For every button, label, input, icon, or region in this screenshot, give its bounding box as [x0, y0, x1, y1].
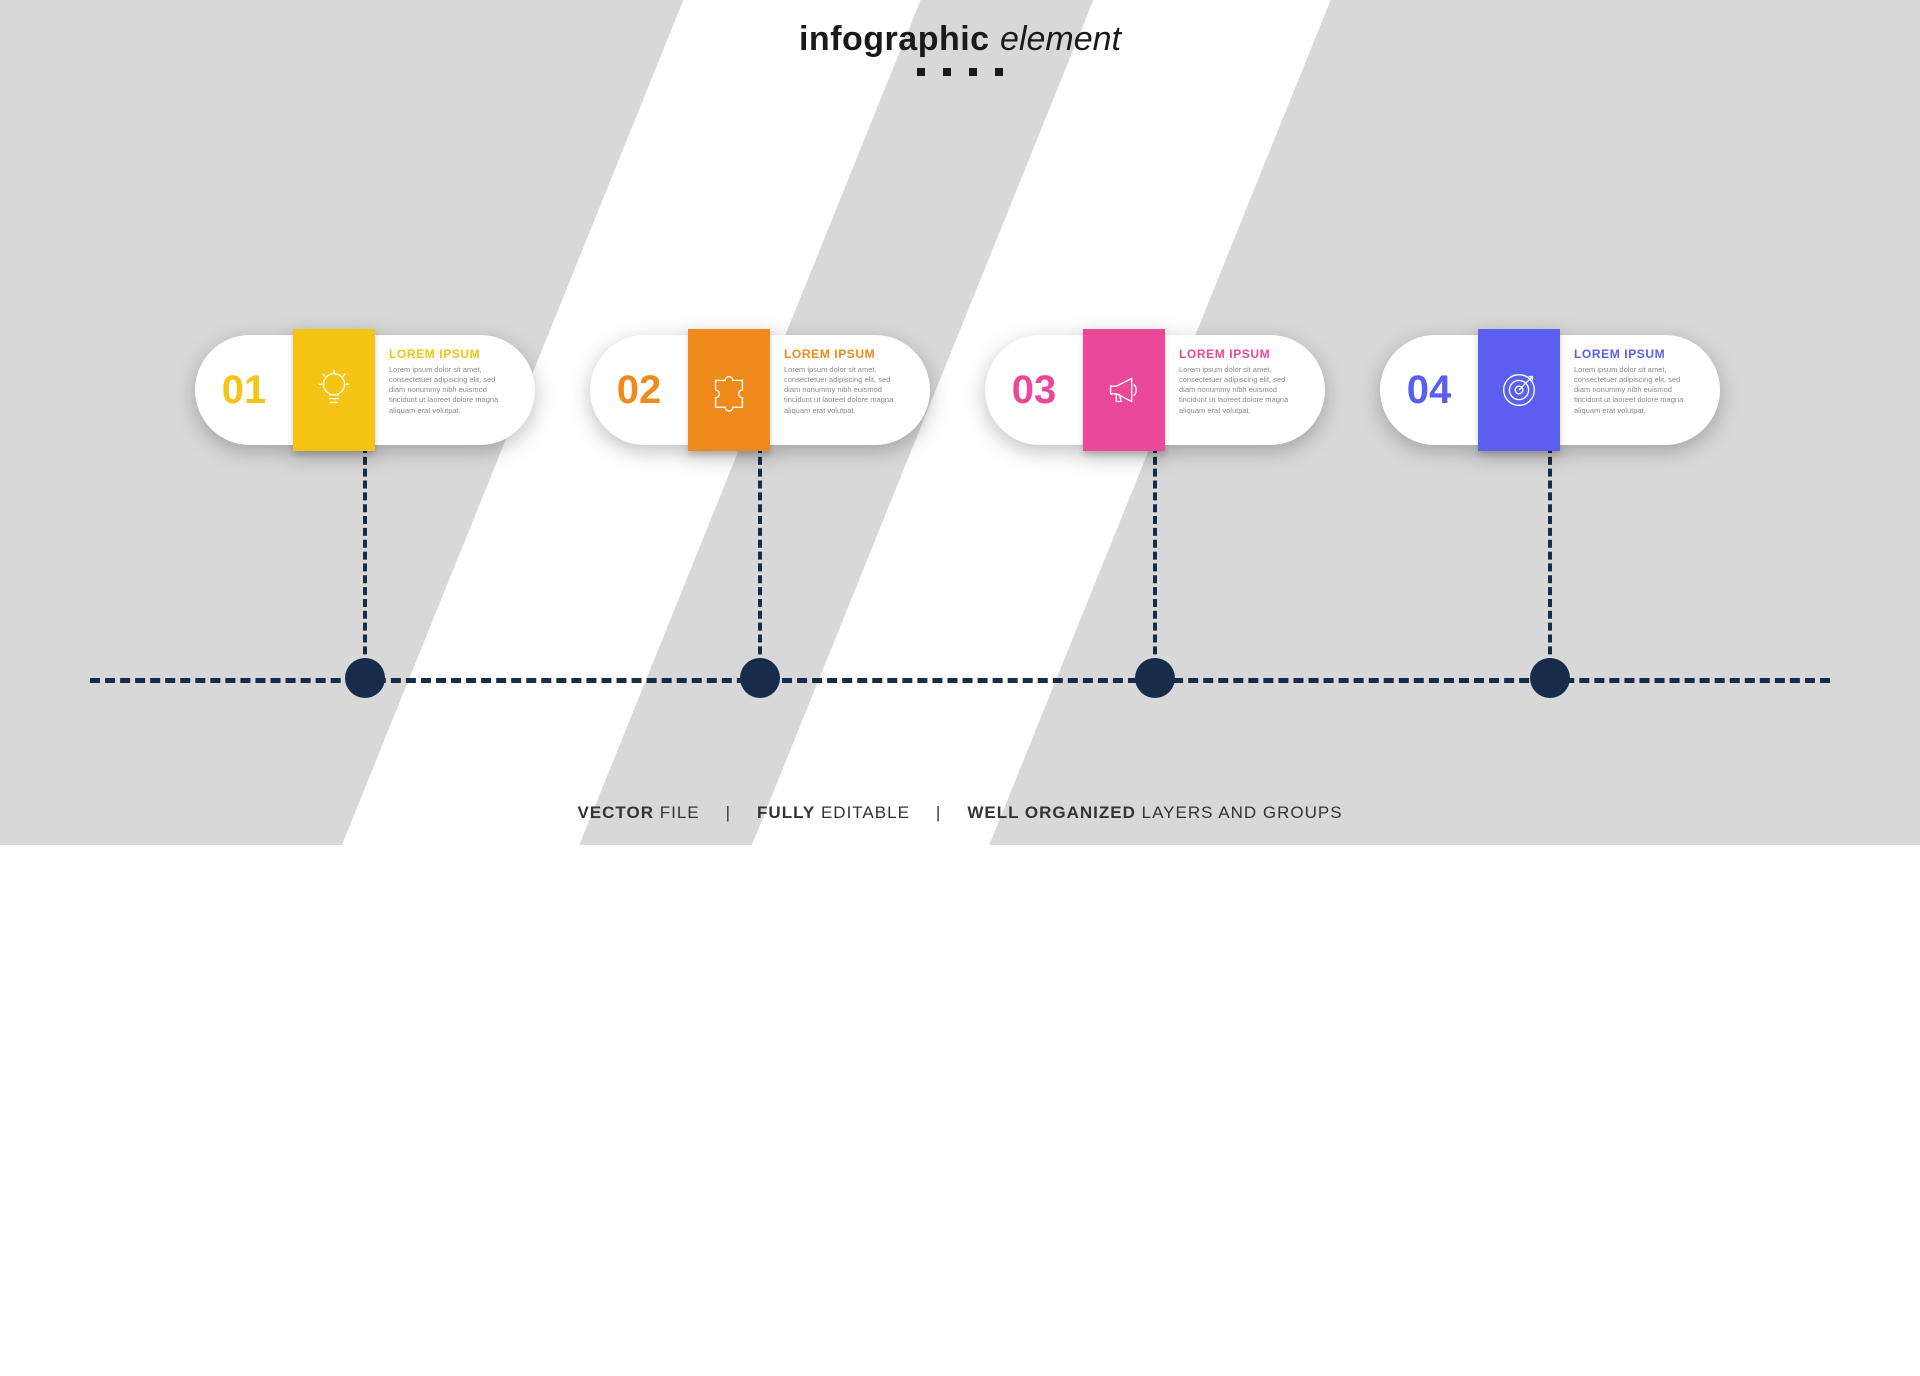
decor-dot [917, 68, 925, 76]
puzzle-icon [688, 329, 770, 451]
step-number: 02 [617, 368, 662, 413]
card-body: Lorem ipsum dolor sit amet, consectetuer… [1179, 365, 1297, 416]
timeline-card: 04 LOREM IPSUM Lorem ipsum dolor sit amet,… [1380, 335, 1720, 445]
timeline-card: 03 LOREM IPSUM Lorem ipsum dolor sit amet,… [985, 335, 1325, 445]
card-number-cap: 01 [195, 335, 293, 445]
title-bold: infographic [799, 20, 990, 58]
timeline-connector [758, 445, 762, 678]
page-title: infographic element [0, 20, 1920, 59]
title-decor-dots [0, 68, 1920, 76]
footer-segment-bold: FULLY [757, 803, 815, 822]
megaphone-icon [1083, 329, 1165, 451]
footer-segment-rest: FILE [654, 803, 700, 822]
footer-segment-rest: EDITABLE [815, 803, 910, 822]
card-body: Lorem ipsum dolor sit amet, consectetuer… [1574, 365, 1692, 416]
timeline-connector [1153, 445, 1157, 678]
timeline-connector [363, 445, 367, 678]
card-body: Lorem ipsum dolor sit amet, consectetuer… [784, 365, 902, 416]
timeline-node [345, 658, 385, 698]
card-text-cap: LOREM IPSUM Lorem ipsum dolor sit amet, c… [1165, 335, 1325, 445]
target-icon [1478, 329, 1560, 451]
card-heading: LOREM IPSUM [1574, 347, 1692, 361]
footer-separator: | [726, 803, 731, 822]
timeline-node [1135, 658, 1175, 698]
card-text-cap: LOREM IPSUM Lorem ipsum dolor sit amet, c… [1560, 335, 1720, 445]
card-text-cap: LOREM IPSUM Lorem ipsum dolor sit amet, c… [770, 335, 930, 445]
footer-segment-bold: VECTOR [577, 803, 654, 822]
card-heading: LOREM IPSUM [1179, 347, 1297, 361]
footer-segment: FULLY EDITABLE [757, 803, 910, 822]
decor-dot [995, 68, 1003, 76]
footer-segment: VECTOR FILE [577, 803, 699, 822]
timeline-connector [1548, 445, 1552, 678]
footer-separator: | [936, 803, 941, 822]
step-number: 04 [1407, 368, 1452, 413]
footer-tags: VECTOR FILE | FULLY EDITABLE | WELL ORGANIZE… [0, 803, 1920, 823]
footer-segment-bold: WELL ORGANIZED [967, 803, 1136, 822]
infographic-canvas: infographic element 01 LOREM IPSUM Lorem i… [0, 0, 1920, 845]
card-heading: LOREM IPSUM [389, 347, 507, 361]
card-heading: LOREM IPSUM [784, 347, 902, 361]
footer-segment-rest: LAYERS AND GROUPS [1136, 803, 1343, 822]
footer-segment: WELL ORGANIZED LAYERS AND GROUPS [967, 803, 1342, 822]
card-number-cap: 02 [590, 335, 688, 445]
card-body: Lorem ipsum dolor sit amet, consectetuer… [389, 365, 507, 416]
timeline-card: 01 LOREM IPSUM Lorem ipsum dolor sit amet,… [195, 335, 535, 445]
step-number: 03 [1012, 368, 1057, 413]
card-number-cap: 04 [1380, 335, 1478, 445]
decor-dot [969, 68, 977, 76]
lightbulb-icon [293, 329, 375, 451]
timeline-node [740, 658, 780, 698]
card-text-cap: LOREM IPSUM Lorem ipsum dolor sit amet, c… [375, 335, 535, 445]
card-number-cap: 03 [985, 335, 1083, 445]
timeline-card: 02 LOREM IPSUM Lorem ipsum dolor sit amet,… [590, 335, 930, 445]
timeline-node [1530, 658, 1570, 698]
step-number: 01 [222, 368, 267, 413]
decor-dot [943, 68, 951, 76]
title-italic: element [1000, 20, 1121, 58]
